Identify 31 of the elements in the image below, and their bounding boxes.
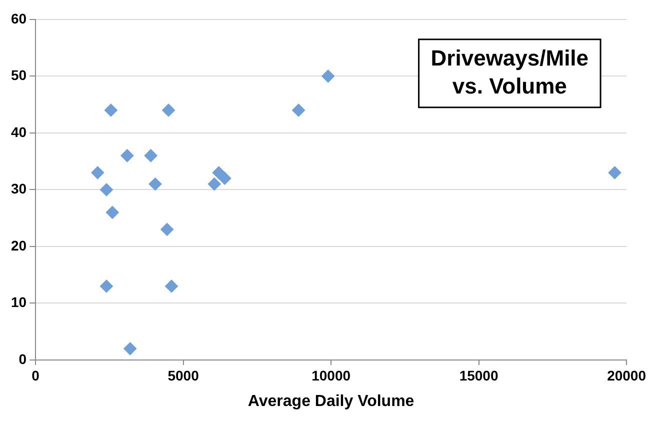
point	[208, 178, 221, 191]
point	[218, 172, 232, 185]
y-tick-label: 30	[10, 180, 27, 197]
x-tick-label: 10000	[312, 367, 351, 384]
point	[106, 206, 119, 219]
text: Driveways/Mile vs. Volume	[430, 45, 589, 98]
x-tick-label: 20000	[607, 367, 646, 384]
point	[148, 178, 162, 191]
point	[104, 104, 118, 117]
point	[120, 149, 134, 162]
point	[322, 70, 335, 83]
y-tick-label: 60	[10, 10, 27, 26]
y-tick-label: 10	[10, 294, 27, 310]
y-tick-label: 50	[10, 67, 27, 84]
point	[124, 342, 137, 356]
y-tick-label: 20	[10, 237, 27, 254]
x-tick-label: 5000	[168, 367, 200, 384]
point	[292, 104, 306, 117]
point	[144, 149, 158, 162]
y-tick-label: 0	[18, 350, 27, 367]
y-tick-label: 40	[10, 124, 27, 140]
x-axis-title: Average Daily Volume	[248, 392, 414, 410]
point	[100, 280, 113, 293]
point	[164, 280, 178, 293]
point	[100, 183, 113, 196]
point	[160, 222, 174, 236]
point	[91, 166, 104, 180]
point	[608, 166, 622, 180]
x-tick-label: 15000	[459, 367, 498, 384]
point	[162, 104, 176, 117]
x-tick-label: 0	[32, 367, 40, 384]
